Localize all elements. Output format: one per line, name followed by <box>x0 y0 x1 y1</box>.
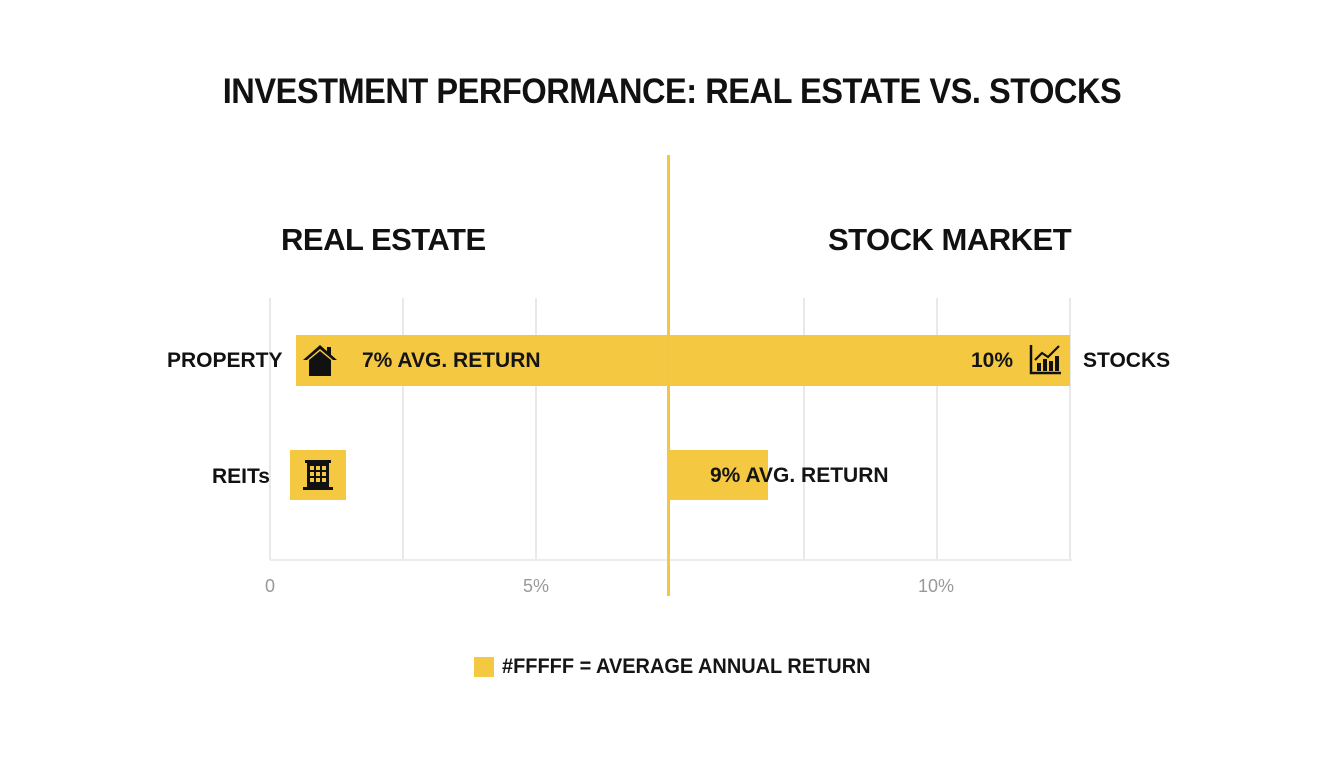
row-label-reits: REITs <box>212 465 270 488</box>
legend-swatch <box>474 657 494 677</box>
bar-label-stocks-9: 9% AVG. RETURN <box>710 464 889 487</box>
building-icon <box>301 458 335 492</box>
chart-title: INVESTMENT PERFORMANCE: REAL ESTATE VS. … <box>222 72 1122 111</box>
gridline <box>1069 298 1071 560</box>
gridline <box>269 298 271 560</box>
section-title-stock-market: STOCK MARKET <box>828 222 1072 257</box>
house-icon <box>301 341 339 379</box>
bar-stocks-9 <box>669 450 768 500</box>
gridline <box>535 298 537 560</box>
section-title-real-estate: REAL ESTATE <box>281 222 486 257</box>
x-tick-label: 10% <box>917 576 955 596</box>
x-tick-label: 5% <box>522 576 550 596</box>
bar-label-property: 7% AVG. RETURN <box>362 349 541 372</box>
gridline <box>402 298 404 560</box>
x-axis-baseline <box>270 559 1072 561</box>
x-tick-label: 0 <box>264 576 276 596</box>
gridline <box>803 298 805 560</box>
center-divider <box>667 155 670 596</box>
bar-property-stocks <box>296 335 1070 386</box>
chart-growth-icon <box>1028 342 1062 376</box>
bar-label-stocks: 10% <box>971 349 1014 372</box>
row-label-property: PROPERTY <box>167 349 283 372</box>
gridline <box>936 298 938 560</box>
legend-label: #FFFFF = AVERAGE ANNUAL RETURN <box>502 655 871 678</box>
row-label-stocks: STOCKS <box>1083 349 1171 372</box>
